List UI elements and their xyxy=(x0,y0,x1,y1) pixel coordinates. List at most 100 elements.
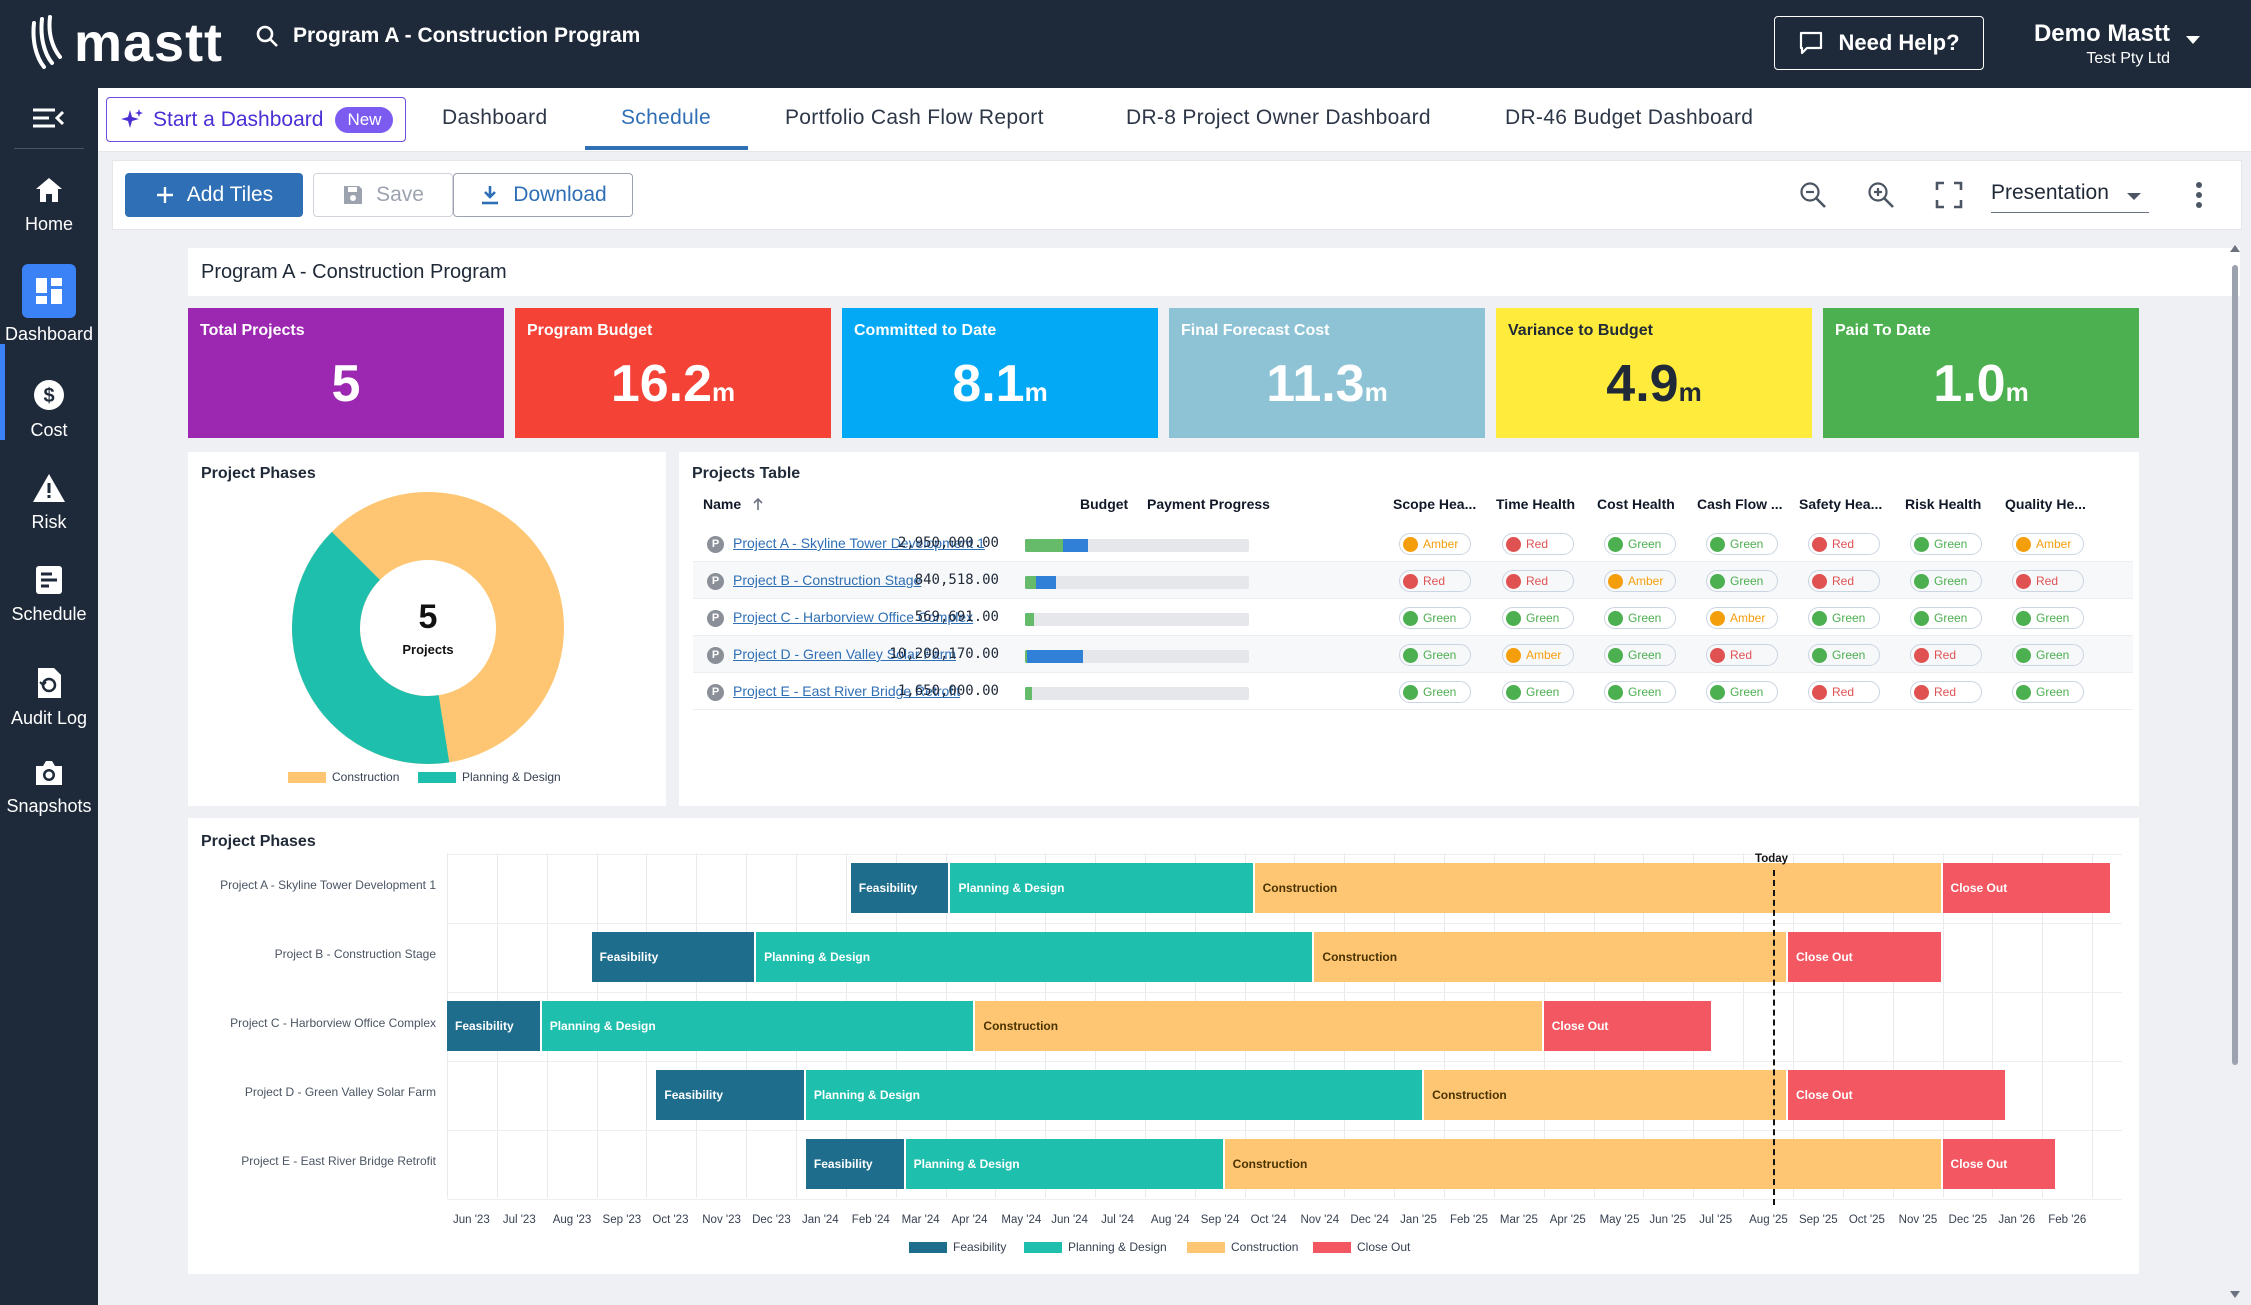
sidebar-item-schedule[interactable]: Schedule xyxy=(0,564,98,625)
gantt-bar-construction[interactable]: Construction xyxy=(1254,863,1941,913)
tab-dr-8-project-owner-dashboard[interactable]: DR-8 Project Owner Dashboard xyxy=(1126,106,1431,129)
health-label: Green xyxy=(1423,685,1457,699)
download-button[interactable]: Download xyxy=(453,173,633,217)
gantt-bar-feasibility[interactable]: Feasibility xyxy=(656,1070,804,1120)
projects-table-title: Projects Table xyxy=(692,465,801,482)
chat-icon xyxy=(1800,31,1823,55)
scrollbar-thumb[interactable] xyxy=(2232,265,2238,1065)
donut-title: Project Phases xyxy=(201,465,316,482)
sidebar-item-dashboard[interactable]: Dashboard xyxy=(0,264,98,345)
gantt-legend-construction[interactable]: Construction xyxy=(1187,1240,1298,1254)
kpi-value: 5 xyxy=(200,354,492,414)
table-row[interactable]: P Project B - Construction Stage 840,518.0… xyxy=(693,562,2133,599)
kpi-value: 8.1m xyxy=(854,354,1146,414)
user-menu[interactable]: Demo Mastt Test Pty Ltd xyxy=(2030,20,2170,68)
x-tick-label: Apr '24 xyxy=(951,1214,988,1226)
gantt-bar-planning-design[interactable]: Planning & Design xyxy=(756,932,1313,982)
status-dot xyxy=(1403,610,1418,626)
gantt-bar-close-out[interactable]: Close Out xyxy=(1787,932,1941,982)
save-button[interactable]: Save xyxy=(313,173,453,217)
gantt-bar-construction[interactable]: Construction xyxy=(1314,932,1786,982)
sidebar-item-cost[interactable]: $ Cost xyxy=(0,378,98,441)
program-name: Program A - Construction Program xyxy=(293,24,641,47)
column-header-safety-hea[interactable]: Safety Hea... xyxy=(1799,496,1883,512)
sidebar-item-label: Risk xyxy=(31,512,67,532)
column-header-time-health[interactable]: Time Health xyxy=(1496,496,1576,512)
brand-logo[interactable]: mastt xyxy=(30,10,223,76)
gantt-bar-construction[interactable]: Construction xyxy=(975,1001,1542,1051)
sidebar-item-risk[interactable]: Risk xyxy=(0,472,98,533)
menu-toggle-icon[interactable] xyxy=(31,104,65,137)
add-tiles-button[interactable]: Add Tiles xyxy=(125,173,303,217)
gantt-bar-planning-design[interactable]: Planning & Design xyxy=(805,1070,1423,1120)
page-scrollbar[interactable] xyxy=(2228,240,2242,1305)
column-header-scope-hea[interactable]: Scope Hea... xyxy=(1393,496,1477,512)
table-row[interactable]: P Project E - East River Bridge Retrofit 1… xyxy=(693,673,2133,710)
fullscreen-icon[interactable] xyxy=(1935,181,1963,214)
health-badge: Red xyxy=(1399,570,1471,592)
gantt-bar-close-out[interactable]: Close Out xyxy=(1942,1139,2056,1189)
tab-dr-46-budget-dashboard[interactable]: DR-46 Budget Dashboard xyxy=(1505,106,1754,129)
sidebar-item-snapshots[interactable]: Snapshots xyxy=(0,758,98,817)
zoom-in-icon[interactable] xyxy=(1867,181,1895,214)
chevron-down-icon[interactable] xyxy=(2186,36,2200,44)
table-row[interactable]: P Project A - Skyline Tower Development 1… xyxy=(693,525,2133,562)
kpi-unit: m xyxy=(1364,377,1388,407)
project-link[interactable]: Project D - Green Valley Solar Farm xyxy=(733,646,957,662)
need-help-button[interactable]: Need Help? xyxy=(1774,16,1984,70)
project-budget: 840,518.00 xyxy=(914,572,999,588)
start-dashboard-button[interactable]: Start a Dashboard New xyxy=(106,97,406,142)
health-label: Green xyxy=(1628,537,1662,551)
column-header-risk-health[interactable]: Risk Health xyxy=(1905,496,1982,512)
tab-portfolio-cash-flow-report[interactable]: Portfolio Cash Flow Report xyxy=(785,106,1044,129)
project-link[interactable]: Project B - Construction Stage xyxy=(733,572,922,588)
gantt-bar-planning-design[interactable]: Planning & Design xyxy=(950,863,1253,913)
sort-ascending-icon[interactable] xyxy=(752,497,764,516)
column-header-budget[interactable]: Budget xyxy=(1080,496,1129,512)
column-header-name[interactable]: Name xyxy=(703,496,742,512)
gantt-legend-close-out[interactable]: Close Out xyxy=(1313,1240,1410,1254)
table-row[interactable]: P Project C - Harborview Office Complex 56… xyxy=(693,599,2133,636)
project-link[interactable]: Project C - Harborview Office Complex xyxy=(733,609,974,625)
project-link[interactable]: Project A - Skyline Tower Development 1 xyxy=(733,535,985,551)
gantt-bar-planning-design[interactable]: Planning & Design xyxy=(541,1001,974,1051)
paid-fill xyxy=(1025,650,1028,663)
zoom-out-icon[interactable] xyxy=(1799,181,1827,214)
health-label: Green xyxy=(1628,685,1662,699)
health-badge: Green xyxy=(1604,607,1676,629)
donut-slice-planning-design[interactable] xyxy=(292,531,450,764)
sidebar-item-home[interactable]: Home xyxy=(0,174,98,235)
gantt-bar-label: Feasibility xyxy=(664,1088,724,1102)
gantt-bar-label: Close Out xyxy=(1551,1019,1609,1033)
project-link[interactable]: Project E - East River Bridge Retrofit xyxy=(733,683,961,699)
gantt-bar-label: Planning & Design xyxy=(958,881,1065,895)
health-label: Red xyxy=(1526,537,1549,551)
gantt-bar-feasibility[interactable]: Feasibility xyxy=(805,1139,904,1189)
column-header-payment-progress[interactable]: Payment Progress xyxy=(1147,496,1270,512)
gantt-bar-feasibility[interactable]: Feasibility xyxy=(447,1001,540,1051)
gantt-bar-planning-design[interactable]: Planning & Design xyxy=(905,1139,1223,1189)
gantt-bar-close-out[interactable]: Close Out xyxy=(1543,1001,1712,1051)
gantt-bar-close-out[interactable]: Close Out xyxy=(1787,1070,2006,1120)
gantt-legend-planning-design[interactable]: Planning & Design xyxy=(1024,1240,1167,1254)
program-search[interactable]: Program A - Construction Program xyxy=(255,24,640,48)
gantt-bar-construction[interactable]: Construction xyxy=(1224,1139,1941,1189)
tab-dashboard[interactable]: Dashboard xyxy=(442,106,548,129)
column-header-cost-health[interactable]: Cost Health xyxy=(1597,496,1675,512)
gantt-legend-feasibility[interactable]: Feasibility xyxy=(909,1240,1006,1254)
health-label: Red xyxy=(1730,648,1753,662)
column-header-quality-he[interactable]: Quality He... xyxy=(2005,496,2086,512)
gantt-bar-feasibility[interactable]: Feasibility xyxy=(850,863,949,913)
x-tick-label: Sep '24 xyxy=(1200,1214,1240,1226)
health-badge: Green xyxy=(1808,607,1880,629)
status-dot xyxy=(1608,610,1623,626)
gantt-bar-feasibility[interactable]: Feasibility xyxy=(591,932,755,982)
gantt-bar-close-out[interactable]: Close Out xyxy=(1942,863,2111,913)
tab-schedule[interactable]: Schedule xyxy=(621,106,711,129)
column-header-cash-flow[interactable]: Cash Flow ... xyxy=(1697,496,1783,512)
sidebar-item-audit-log[interactable]: Audit Log xyxy=(0,666,98,729)
view-mode-select[interactable]: Presentation xyxy=(1991,181,2149,213)
more-options-icon[interactable] xyxy=(2195,181,2203,214)
gantt-bar-construction[interactable]: Construction xyxy=(1424,1070,1786,1120)
table-row[interactable]: P Project D - Green Valley Solar Farm 10,2… xyxy=(693,636,2133,673)
